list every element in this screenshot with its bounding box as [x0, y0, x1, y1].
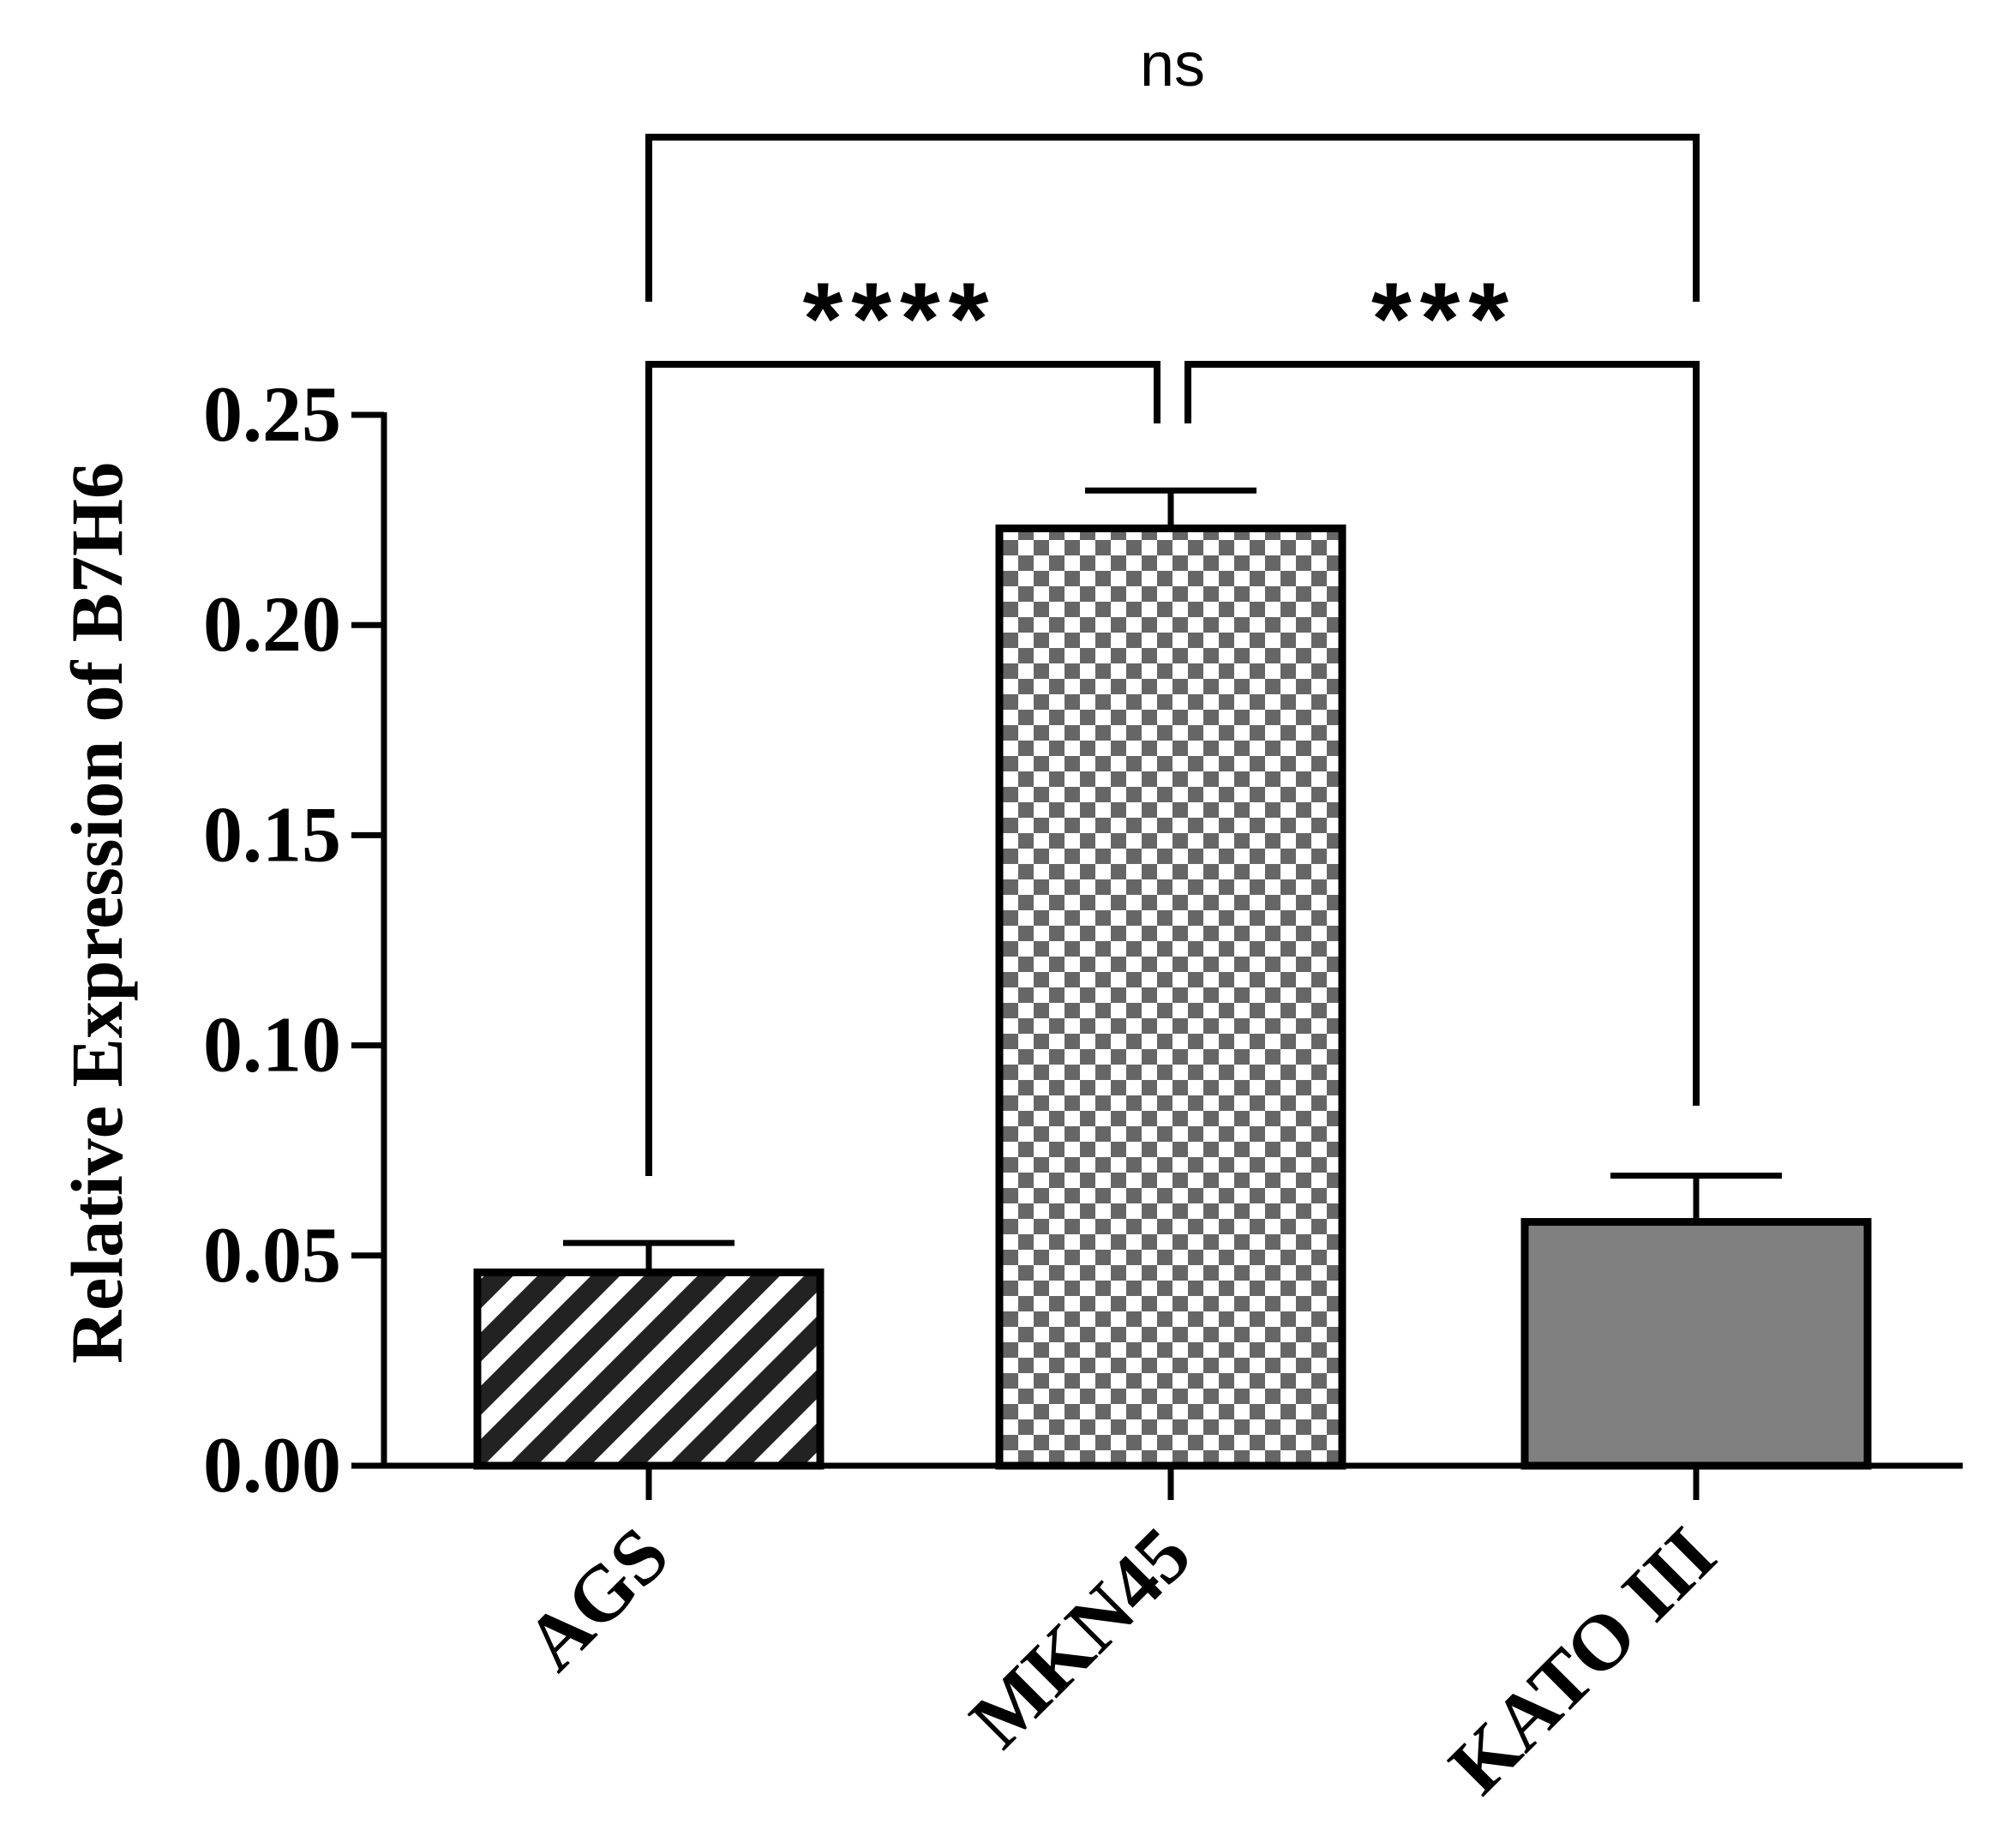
y-tick-label: 0.25	[203, 370, 341, 458]
y-tick-label: 0.00	[203, 1421, 341, 1509]
y-tick-label: 0.20	[203, 580, 341, 668]
bar-ags	[477, 1272, 820, 1466]
y-tick-label: 0.15	[203, 790, 341, 878]
y-axis-title: Relative Expression of B7H6	[56, 462, 138, 1364]
y-tick-label: 0.05	[203, 1211, 341, 1299]
significance-label: ****	[803, 261, 998, 376]
significance-bracket	[645, 134, 1700, 302]
x-tick-label: AGS	[508, 1510, 685, 1687]
x-axis: AGS MKN45 KATO III	[381, 1462, 1963, 1810]
y-axis: 0.00 0.05 0.10 0.15 0.20 0.25	[203, 370, 387, 1509]
bar-mkn45	[999, 528, 1342, 1467]
significance-label: ns	[1140, 31, 1205, 99]
bars	[473, 487, 1872, 1470]
significance-bracket	[1184, 361, 1700, 1106]
y-tick-label: 0.10	[203, 1001, 341, 1089]
significance-label: ***	[1371, 261, 1517, 376]
significance-bracket	[645, 361, 1160, 1176]
x-tick-label: KATO III	[1432, 1510, 1732, 1810]
significance-brackets: **** ***ns	[645, 31, 1700, 1176]
x-tick-label: MKN45	[953, 1510, 1207, 1764]
bar-kato-iii	[1525, 1221, 1868, 1466]
